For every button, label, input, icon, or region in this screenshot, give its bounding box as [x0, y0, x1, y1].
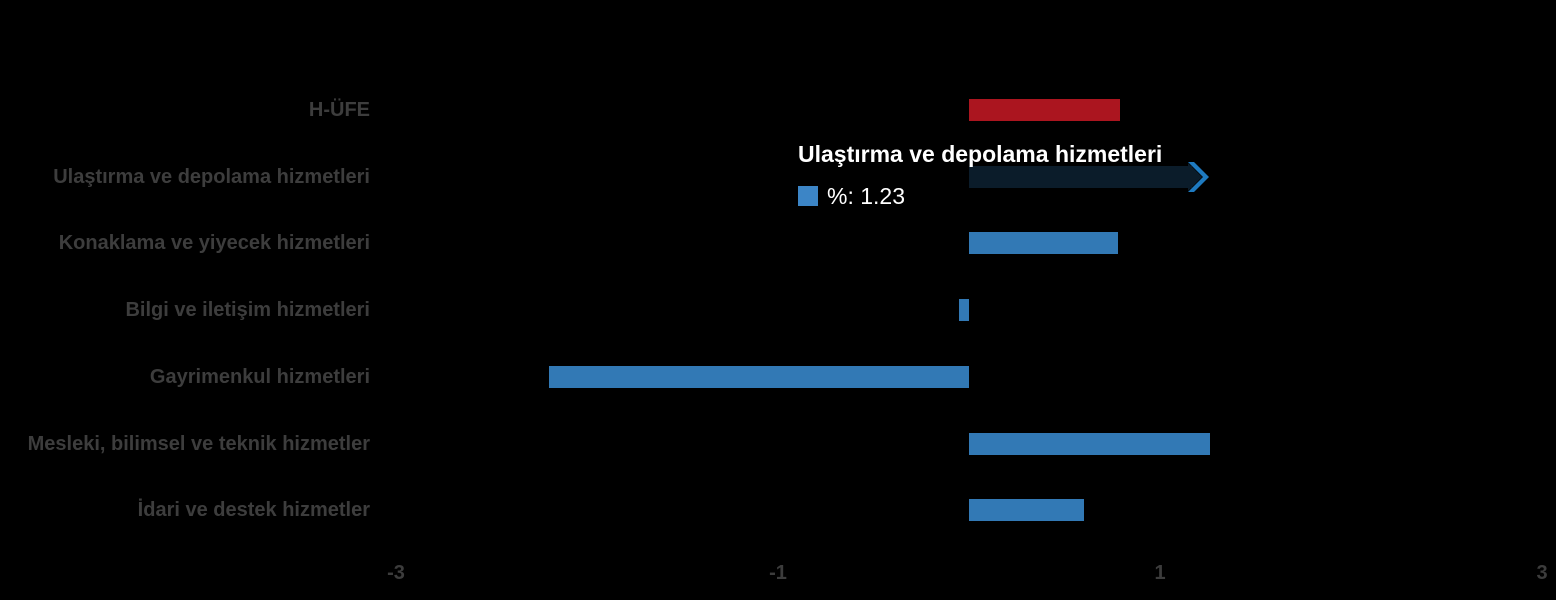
x-axis-tick-label: 1: [1154, 562, 1166, 584]
bar[interactable]: [969, 432, 1210, 455]
category-label: H-ÜFE: [308, 99, 370, 121]
category-label: Konaklama ve yiyecek hizmetleri: [58, 232, 370, 255]
bar[interactable]: [969, 499, 1084, 522]
bar[interactable]: [969, 99, 1120, 121]
category-label: Bilgi ve iletişim hizmetleri: [125, 299, 370, 322]
x-axis-tick-label: 3: [1536, 562, 1548, 584]
tooltip-value: %: 1.23: [827, 183, 905, 209]
tooltip-value-row: %: 1.23: [798, 184, 1162, 208]
bar[interactable]: [959, 299, 969, 322]
category-label: İdari ve destek hizmetler: [137, 499, 370, 522]
x-axis-tick-label: -3: [387, 562, 405, 584]
bar[interactable]: [969, 232, 1118, 255]
category-label: Mesleki, bilimsel ve teknik hizmetler: [27, 432, 370, 455]
bar[interactable]: [548, 365, 969, 388]
category-label: Ulaştırma ve depolama hizmetleri: [53, 165, 370, 188]
tooltip-title: Ulaştırma ve depolama hizmetleri: [798, 141, 1163, 167]
hover-tooltip: Ulaştırma ve depolama hizmetleri %: 1.23: [798, 142, 1162, 208]
x-axis-tick-label: -1: [769, 562, 787, 584]
category-label: Gayrimenkul hizmetleri: [149, 365, 370, 388]
bar-highlighted[interactable]: [969, 165, 1192, 188]
active-bar-arrow-icon: [1187, 161, 1209, 192]
series-marker-icon: [798, 186, 818, 206]
